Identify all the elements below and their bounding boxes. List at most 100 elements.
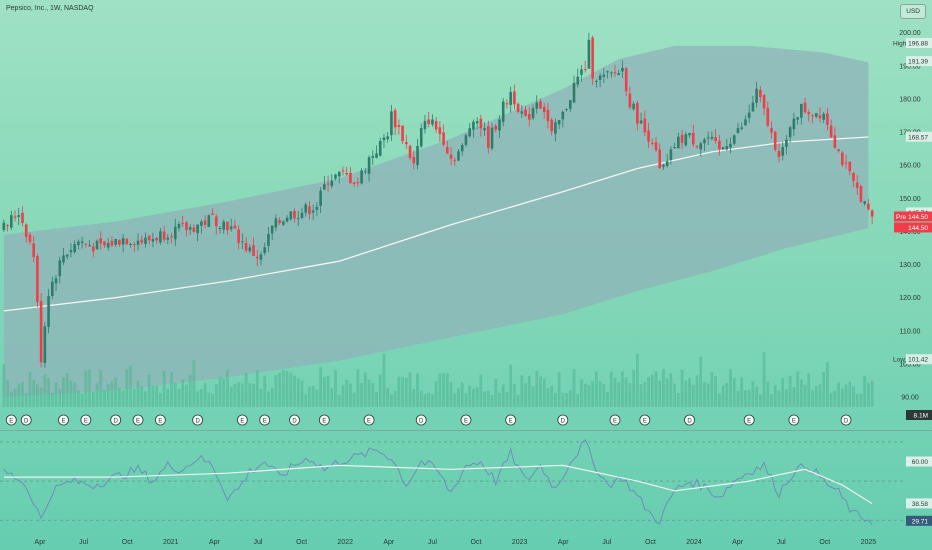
candle-body <box>252 245 255 256</box>
volume-bar <box>870 380 874 407</box>
volume-bar <box>498 392 501 407</box>
candle <box>62 248 65 266</box>
candle <box>613 64 617 77</box>
candle <box>602 67 606 83</box>
candle-body <box>159 231 162 243</box>
candle <box>617 69 621 76</box>
candle-body <box>740 127 744 129</box>
candle-body <box>192 227 196 232</box>
volume-bar <box>844 384 848 407</box>
candle-body <box>468 128 471 137</box>
volume-bar <box>6 380 9 407</box>
candle <box>237 225 240 250</box>
volume-bar <box>650 374 654 407</box>
volume-bar <box>580 379 583 407</box>
candle-body <box>542 106 546 113</box>
volume-bar <box>665 378 669 407</box>
candle <box>565 108 568 112</box>
candle-body <box>691 132 695 145</box>
candle-body <box>800 103 803 118</box>
candle-body <box>99 238 103 244</box>
candle <box>464 133 468 147</box>
candle <box>352 181 356 187</box>
candle <box>32 235 35 263</box>
volume-bar <box>531 386 535 407</box>
volume-bar <box>192 360 196 407</box>
volume-bar <box>669 373 673 407</box>
candle-body <box>524 109 527 117</box>
candle-body <box>460 145 464 152</box>
candle-body <box>382 137 386 141</box>
volume-bar <box>218 377 222 407</box>
event-marker-glyph: E <box>613 419 617 425</box>
volume-bar <box>811 390 814 407</box>
volume-bar <box>233 383 237 407</box>
band-fill <box>3 45 869 398</box>
candle-body <box>315 206 319 210</box>
candle <box>513 84 516 110</box>
time-tick-label: Apr <box>209 539 221 546</box>
candle-body <box>431 119 434 125</box>
candle-body <box>706 137 710 139</box>
volume-bar <box>472 389 475 407</box>
time-tick-label: Oct <box>819 539 830 546</box>
candle <box>684 131 688 147</box>
candle-body <box>565 109 568 111</box>
candle-body <box>807 112 811 115</box>
volume-label: 8.1M <box>906 410 932 420</box>
candle <box>315 202 319 217</box>
event-marker-glyph: E <box>9 419 13 425</box>
candle-body <box>438 127 442 135</box>
candle-body <box>405 141 408 145</box>
candle <box>800 103 803 125</box>
candle <box>405 134 408 149</box>
volume-bar <box>21 381 24 407</box>
candle <box>561 110 565 128</box>
candle <box>472 119 475 138</box>
volume-bar <box>703 381 706 407</box>
volume-bar <box>360 383 364 407</box>
price-label: 144.50 <box>894 222 932 233</box>
volume-bar <box>829 392 833 407</box>
candle-body <box>855 182 859 188</box>
candle <box>863 200 866 206</box>
candle-body <box>375 153 378 158</box>
candle <box>24 223 28 243</box>
volume-bar <box>13 388 17 407</box>
volume-bar <box>62 377 65 407</box>
candle <box>282 220 285 227</box>
candle-body <box>759 89 762 98</box>
candle-body <box>844 162 848 164</box>
candle-body <box>203 220 207 225</box>
time-tick-label: 2024 <box>686 539 702 546</box>
candle <box>218 226 222 234</box>
volume-bar <box>404 377 408 407</box>
candle-body <box>151 239 155 242</box>
candle-body <box>308 206 311 214</box>
volume-bar <box>721 385 725 407</box>
candle <box>162 225 166 243</box>
candle-body <box>446 147 449 154</box>
time-tick-label: Oct <box>645 539 656 546</box>
currency-button[interactable]: USD <box>900 4 926 19</box>
event-marker-icon <box>132 414 144 426</box>
candle <box>423 115 427 134</box>
volume-bar <box>699 356 703 407</box>
volume-bar <box>751 381 755 407</box>
candle <box>95 239 99 250</box>
price-label-value: 144.50 <box>908 214 928 221</box>
candle <box>550 117 553 136</box>
event-marker-glyph: E <box>643 419 647 425</box>
candle-body <box>390 111 393 136</box>
volume-bar <box>512 384 516 407</box>
candle-body <box>233 225 237 229</box>
price-tick-label: 160.00 <box>899 163 921 170</box>
price-label-box <box>906 131 932 142</box>
candle <box>99 231 103 250</box>
candle-body <box>293 211 296 219</box>
volume-bar <box>524 383 527 407</box>
volume-bar <box>691 384 695 407</box>
candle <box>36 253 39 307</box>
candle-body <box>609 72 613 74</box>
